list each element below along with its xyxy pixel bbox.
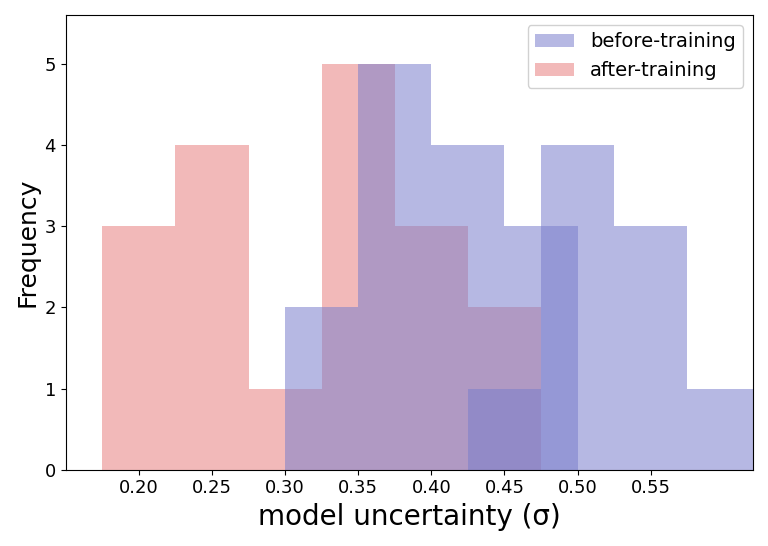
X-axis label: model uncertainty (σ): model uncertainty (σ) [258, 503, 561, 531]
Y-axis label: Frequency: Frequency [15, 177, 39, 307]
Legend: before-training, after-training: before-training, after-training [528, 25, 743, 88]
